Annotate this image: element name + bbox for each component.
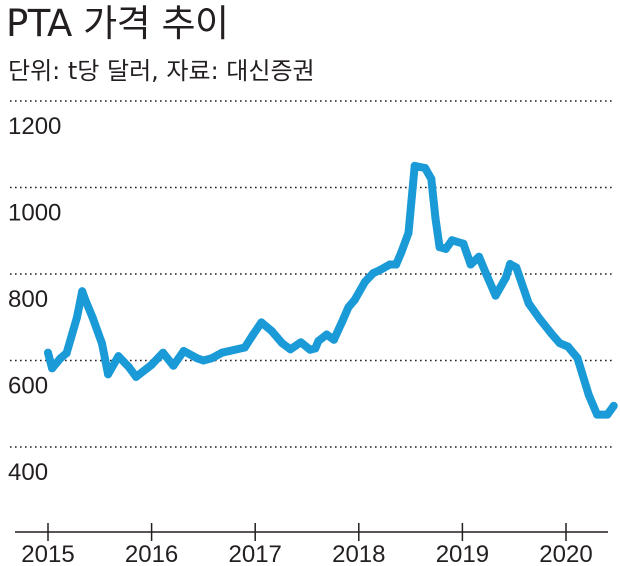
data-point [81,295,90,304]
data-point [491,291,500,300]
x-tick-label: 2015 [21,541,74,566]
data-point [603,410,612,419]
data-point [344,303,353,312]
x-tick-label: 2018 [332,541,385,566]
data-point [114,352,123,361]
data-point [132,372,141,381]
data-point [218,348,227,357]
chart-subtitle: 단위: t당 달러, 자료: 대신증권 [8,57,315,85]
gridlines [10,100,612,448]
data-point [314,337,323,346]
data-point [88,313,97,322]
x-tick-label: 2016 [125,541,178,566]
data-point [482,270,491,278]
data-point [435,243,444,252]
data-point [512,263,521,272]
data-point [392,260,401,269]
data-point [286,345,295,354]
data-point [441,244,450,253]
data-point [410,161,419,170]
data-point [329,335,338,344]
data-point [124,362,133,371]
data-point [179,346,188,355]
data-point [547,329,556,338]
data-point [361,277,370,286]
series-layer [44,161,618,419]
data-point [278,339,287,348]
data-point [555,339,564,348]
data-point [267,327,276,336]
data-point [385,260,394,269]
data-point [593,410,602,419]
data-point [56,354,65,363]
data-point [376,265,385,274]
data-point [322,330,331,339]
data-point [404,228,413,237]
data-point [296,338,305,347]
data-point [350,295,359,304]
x-tick-label: 2017 [229,541,282,566]
data-point [466,260,475,269]
data-point [199,356,208,365]
x-tick-label: 2020 [539,541,592,566]
data-point [158,348,167,357]
data-point [524,299,533,308]
data-point [397,248,406,257]
data-point [338,317,347,326]
data-point [448,236,457,245]
data-point [564,342,573,351]
x-axis-ticks: 2015 2016 2017 2018 2019 2020 [21,541,592,566]
data-point [62,349,71,358]
data-point [459,239,468,248]
data-point [506,260,515,269]
y-tick-label: 1200 [8,113,61,140]
data-point [44,348,52,357]
data-point [97,339,106,348]
y-tick-label: 800 [8,286,48,313]
data-point [257,318,266,327]
chart-title: PTA 가격 추이 [6,2,229,45]
y-tick-label: 400 [8,459,48,486]
y-tick-label: 600 [8,373,48,400]
data-point [573,353,582,362]
data-point [536,315,545,324]
y-axis-ticks: 1200 1000 800 600 400 [8,113,61,486]
data-point [421,164,430,173]
x-axis [15,523,608,541]
data-point [147,360,156,369]
data-point [48,364,57,373]
data-point [474,252,483,261]
data-point [78,287,87,296]
data-point [73,313,82,322]
x-tick-label: 2019 [436,541,489,566]
data-point [427,174,436,183]
data-point [207,354,216,363]
data-point [104,370,113,379]
data-point [609,401,618,410]
data-point [431,214,440,223]
y-tick-label: 1000 [8,200,61,227]
data-point [240,343,249,352]
data-point [249,330,258,339]
data-point [193,354,202,363]
data-point [169,361,178,370]
data-point [584,391,593,400]
data-point [369,269,378,278]
data-point [501,273,510,282]
data-point [311,344,320,353]
